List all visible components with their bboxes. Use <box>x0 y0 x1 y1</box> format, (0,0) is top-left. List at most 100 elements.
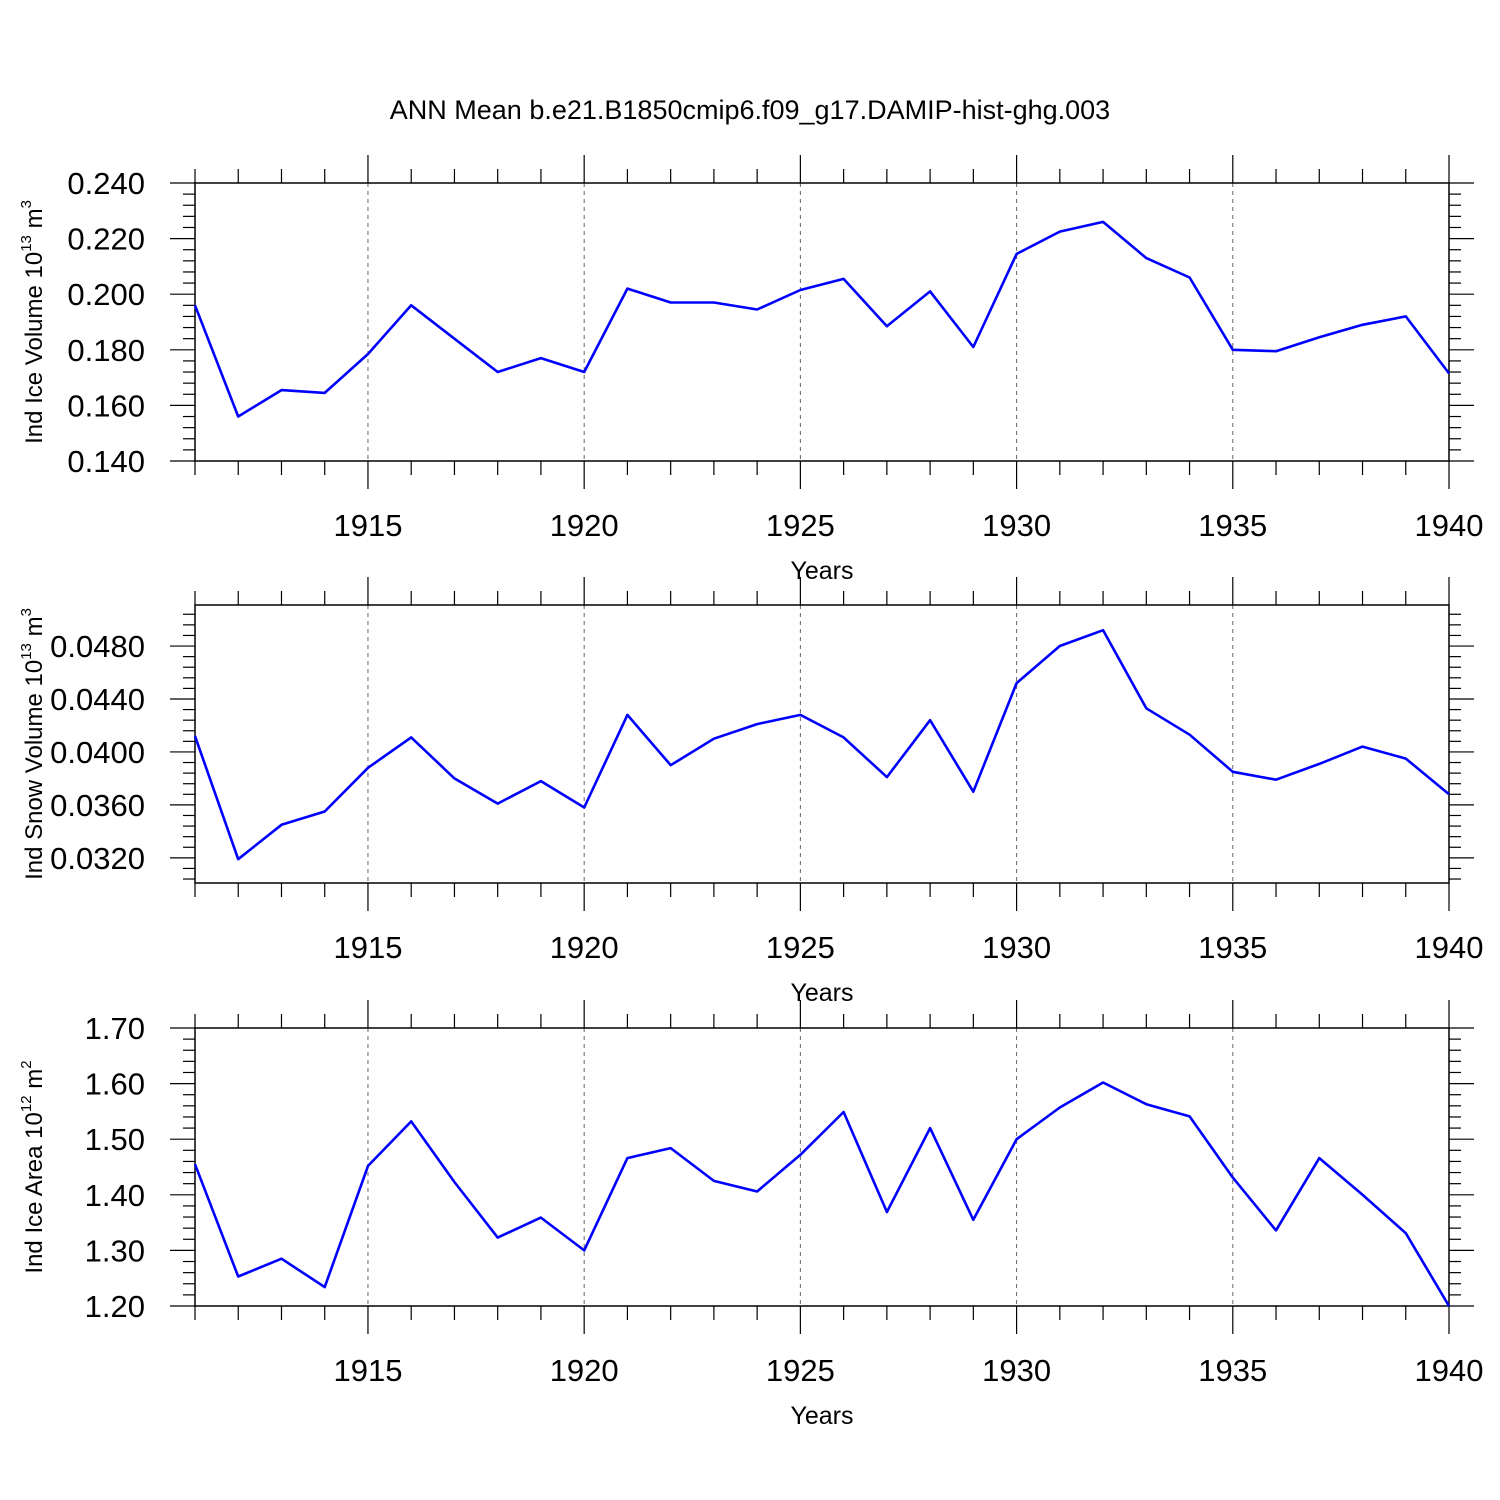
x-tick-label: 1925 <box>766 1353 835 1388</box>
data-point <box>1405 1232 1407 1234</box>
data-point <box>886 776 888 778</box>
x-axis-label: Years <box>790 557 853 585</box>
data-point <box>929 1127 931 1129</box>
y-tick-label: 1.40 <box>85 1178 145 1213</box>
data-point <box>756 1190 758 1192</box>
data-point <box>453 338 455 340</box>
data-point <box>626 1157 628 1159</box>
data-point <box>1448 1305 1450 1307</box>
y-tick-label: 0.0440 <box>50 682 145 717</box>
panel-2: 0.0480 0.0440 0.0400 0.0360 0.0320 1915 1920 19… <box>18 577 1483 1007</box>
y-tick-label: 0.200 <box>67 277 145 312</box>
data-point <box>670 764 672 766</box>
data-point <box>410 736 412 738</box>
data-point <box>453 777 455 779</box>
series-line <box>193 628 1450 861</box>
y-tick-label: 1.70 <box>85 1011 145 1046</box>
data-point <box>670 302 672 304</box>
y-axis-label: Ind Ice Volume 1013 m3 <box>18 200 48 444</box>
x-tick-label: 1930 <box>982 1353 1051 1388</box>
data-point <box>410 1120 412 1122</box>
data-point <box>1059 1107 1061 1109</box>
data-point <box>1059 231 1061 233</box>
x-tick-label: 1925 <box>766 508 835 543</box>
y-tick-label: 0.240 <box>67 166 145 201</box>
data-point <box>1362 324 1364 326</box>
data-point <box>367 1165 369 1167</box>
data-point <box>972 346 974 348</box>
data-point <box>1362 746 1364 748</box>
x-tick-label: 1935 <box>1198 508 1267 543</box>
data-point <box>324 1286 326 1288</box>
y-tick-label: 0.220 <box>67 222 145 257</box>
data-point <box>324 392 326 394</box>
data-point <box>799 289 801 291</box>
data-point <box>886 1211 888 1213</box>
data-point <box>1059 645 1061 647</box>
data-point <box>972 1219 974 1221</box>
series-line <box>193 220 1451 418</box>
data-point <box>497 803 499 805</box>
data-point <box>1102 629 1104 631</box>
y-tick-label: 0.0360 <box>50 788 145 823</box>
series-line <box>193 1081 1451 1307</box>
y-tick-label: 0.0320 <box>50 841 145 876</box>
plot-frame <box>194 182 1450 462</box>
data-point <box>280 1258 282 1260</box>
y-axis-label: Ind Ice Area 1012 m2 <box>18 1060 48 1273</box>
data-point <box>194 1163 196 1165</box>
data-point <box>929 719 931 721</box>
x-tick-label: 1940 <box>1415 1353 1484 1388</box>
y-axis-label: Ind Snow Volume 1013 m3 <box>18 608 48 880</box>
y-tick-label: 1.20 <box>85 1289 145 1324</box>
data-point <box>799 1154 801 1156</box>
data-point <box>540 780 542 782</box>
data-point <box>237 858 239 860</box>
data-point <box>367 767 369 769</box>
data-point <box>1102 1081 1104 1083</box>
data-point <box>713 1180 715 1182</box>
data-point <box>843 736 845 738</box>
data-point <box>280 824 282 826</box>
y-tick-label: 1.60 <box>85 1067 145 1102</box>
data-point <box>497 1237 499 1239</box>
data-point <box>1189 277 1191 279</box>
data-point <box>1318 1157 1320 1159</box>
data-point <box>410 304 412 306</box>
x-tick-label: 1915 <box>333 930 402 965</box>
plot-frame <box>194 1027 1450 1307</box>
data-point <box>756 723 758 725</box>
data-point <box>453 1181 455 1183</box>
data-point <box>713 302 715 304</box>
data-point <box>886 325 888 327</box>
panel-3: 1.70 1.60 1.50 1.40 1.30 1.20 1915 1920 1925 1930… <box>18 1000 1483 1430</box>
y-tick-label: 1.30 <box>85 1233 145 1268</box>
data-point <box>583 1249 585 1251</box>
data-point <box>324 811 326 813</box>
data-point <box>367 353 369 355</box>
data-point <box>1275 779 1277 781</box>
y-tick-label: 0.140 <box>67 444 145 479</box>
data-point <box>1448 793 1450 795</box>
data-point <box>237 416 239 418</box>
y-tick-label: 0.0400 <box>50 735 145 770</box>
data-point <box>1405 315 1407 317</box>
x-axis-label: Years <box>790 1402 853 1430</box>
y-tick-label: 1.50 <box>85 1122 145 1157</box>
x-tick-label: 1920 <box>550 1353 619 1388</box>
data-point <box>1016 253 1018 255</box>
data-point <box>1016 682 1018 684</box>
data-point <box>1318 336 1320 338</box>
data-point <box>1232 771 1234 773</box>
x-tick-label: 1920 <box>550 930 619 965</box>
data-point <box>626 714 628 716</box>
chart-title: ANN Mean b.e21.B1850cmip6.f09_g17.DAMIP-… <box>390 95 1110 125</box>
data-point <box>194 304 196 306</box>
x-tick-label: 1935 <box>1198 930 1267 965</box>
data-point <box>237 1276 239 1278</box>
data-point <box>843 278 845 280</box>
x-axis-label: Years <box>790 979 853 1007</box>
data-point <box>713 738 715 740</box>
y-tick-label: 0.160 <box>67 388 145 423</box>
